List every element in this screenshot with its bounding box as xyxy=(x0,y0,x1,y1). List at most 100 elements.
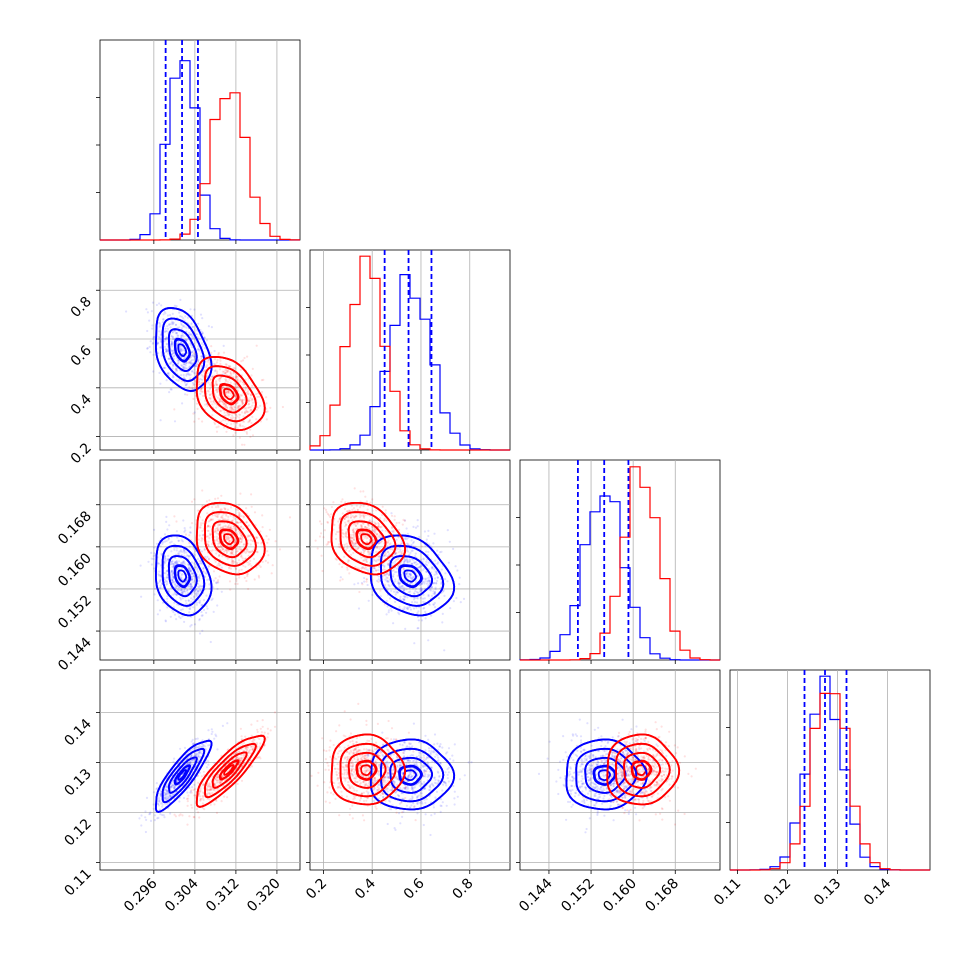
sample-point xyxy=(206,784,209,788)
sample-point xyxy=(140,824,143,827)
sample-point xyxy=(201,797,204,800)
sample-point xyxy=(241,398,244,402)
sample-point xyxy=(219,359,222,362)
sample-point xyxy=(239,492,242,495)
sample-point xyxy=(204,354,207,358)
sample-point xyxy=(229,552,232,555)
sample-point xyxy=(230,405,233,408)
sample-point xyxy=(191,577,194,580)
sample-point xyxy=(157,341,160,345)
sample-point xyxy=(171,323,174,326)
sample-point xyxy=(170,570,173,574)
sample-point xyxy=(209,786,212,789)
sample-point xyxy=(200,364,203,367)
sample-point xyxy=(164,793,167,796)
sample-point xyxy=(363,549,366,553)
sample-point xyxy=(360,514,363,517)
sample-point xyxy=(221,400,224,403)
sample-point xyxy=(256,395,259,398)
sample-point xyxy=(360,567,363,570)
sample-point xyxy=(148,319,151,322)
sample-point xyxy=(172,581,175,584)
sample-point xyxy=(241,537,244,540)
sample-point xyxy=(383,518,386,521)
sample-point xyxy=(238,413,241,416)
sample-point xyxy=(182,335,185,338)
sample-point xyxy=(379,540,382,543)
sample-point xyxy=(190,350,194,353)
sample-point xyxy=(218,546,221,549)
sample-point xyxy=(236,406,239,410)
sample-point xyxy=(240,540,243,544)
sample-point xyxy=(223,507,226,510)
sample-point xyxy=(175,367,178,370)
sample-point xyxy=(175,549,178,552)
sample-point xyxy=(168,590,171,594)
sample-point xyxy=(179,598,182,601)
sample-point xyxy=(157,802,160,806)
sample-point xyxy=(258,737,261,741)
sample-point xyxy=(195,587,198,591)
sample-point xyxy=(201,629,204,632)
sample-point xyxy=(414,552,417,555)
sample-point xyxy=(171,349,174,353)
sample-point xyxy=(236,375,239,378)
sample-point xyxy=(246,575,249,578)
sample-point xyxy=(185,362,188,365)
sample-point xyxy=(343,517,346,521)
sample-point xyxy=(405,559,408,562)
sample-point xyxy=(196,333,199,336)
sample-point xyxy=(416,597,419,600)
sample-point xyxy=(363,536,366,539)
sample-point xyxy=(365,578,368,581)
sample-point xyxy=(170,345,174,348)
sample-point xyxy=(251,740,254,743)
sample-point xyxy=(335,537,338,541)
sample-point xyxy=(403,559,407,563)
sample-point xyxy=(206,360,209,363)
sample-point xyxy=(425,582,429,585)
sample-point xyxy=(217,351,220,355)
sample-point xyxy=(195,362,198,366)
sample-point xyxy=(189,625,192,628)
sample-point xyxy=(228,540,231,543)
sample-point xyxy=(183,549,186,552)
sample-point xyxy=(348,510,352,513)
sample-point xyxy=(184,366,187,369)
sample-point xyxy=(196,567,199,570)
sample-point xyxy=(235,395,238,398)
sample-point xyxy=(240,514,243,518)
sample-point xyxy=(178,552,181,555)
sample-point xyxy=(212,510,215,513)
sample-point xyxy=(228,580,232,583)
sample-point xyxy=(354,545,357,548)
sample-point xyxy=(363,580,366,583)
sample-point xyxy=(209,518,212,521)
sample-point xyxy=(242,516,245,519)
sample-point xyxy=(218,399,222,402)
sample-point xyxy=(381,505,384,508)
sample-point xyxy=(196,336,199,339)
sample-point xyxy=(346,514,349,517)
sample-point xyxy=(218,398,221,401)
sample-point xyxy=(165,336,168,339)
sample-point xyxy=(160,552,163,556)
sample-point xyxy=(191,585,194,589)
sample-point xyxy=(186,592,189,595)
sample-point xyxy=(221,547,224,550)
contour-line xyxy=(204,511,257,567)
sample-point xyxy=(360,556,363,559)
sample-point xyxy=(229,392,232,395)
sample-point xyxy=(385,519,388,522)
sample-point xyxy=(165,790,169,793)
sample-point xyxy=(230,560,234,563)
sample-point xyxy=(195,601,198,604)
sample-point xyxy=(343,555,346,559)
sample-point xyxy=(209,789,212,792)
sample-point xyxy=(361,522,364,525)
sample-point xyxy=(214,577,217,580)
sample-point xyxy=(219,409,222,412)
sample-point xyxy=(391,548,394,551)
sample-point xyxy=(394,571,397,574)
sample-point xyxy=(248,419,251,422)
